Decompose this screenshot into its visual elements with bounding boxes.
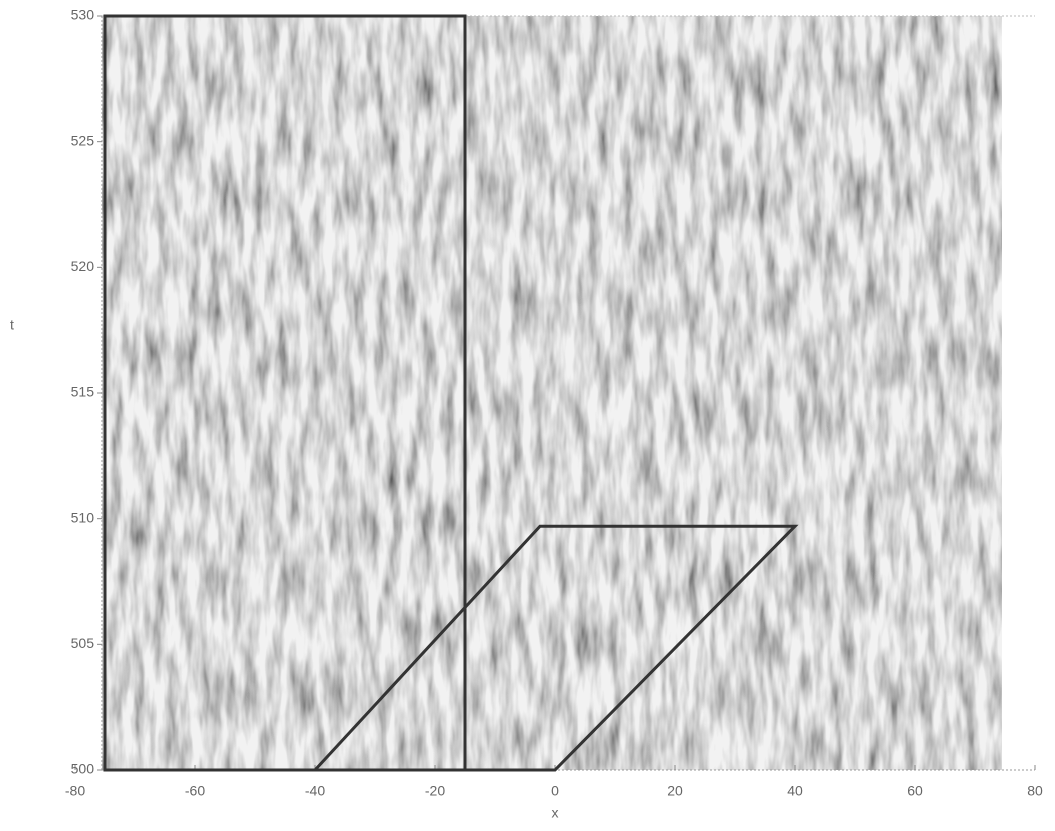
x-tick-label: 20 xyxy=(667,783,683,799)
x-tick-label: 80 xyxy=(1027,783,1043,799)
field-image xyxy=(102,16,1002,770)
y-axis-label: t xyxy=(10,317,14,333)
overlay-outline xyxy=(311,524,799,772)
y-tick-label: 505 xyxy=(71,635,95,651)
x-tick-label: 0 xyxy=(551,783,559,799)
x-axis-label: x xyxy=(552,805,559,821)
x-tick-label: -40 xyxy=(305,783,325,799)
y-tick-label: 520 xyxy=(71,258,95,274)
y-tick-label: 510 xyxy=(71,509,95,525)
x-tick-label: 60 xyxy=(907,783,923,799)
x-tick-label: -60 xyxy=(185,783,205,799)
y-tick-label: 525 xyxy=(71,132,95,148)
x-tick-label: -80 xyxy=(65,783,85,799)
y-tick-label: 500 xyxy=(71,761,95,777)
x-tick-label: -20 xyxy=(425,783,445,799)
y-tick-label: 530 xyxy=(71,7,95,23)
y-tick-label: 515 xyxy=(71,384,95,400)
x-tick-label: 40 xyxy=(787,783,803,799)
